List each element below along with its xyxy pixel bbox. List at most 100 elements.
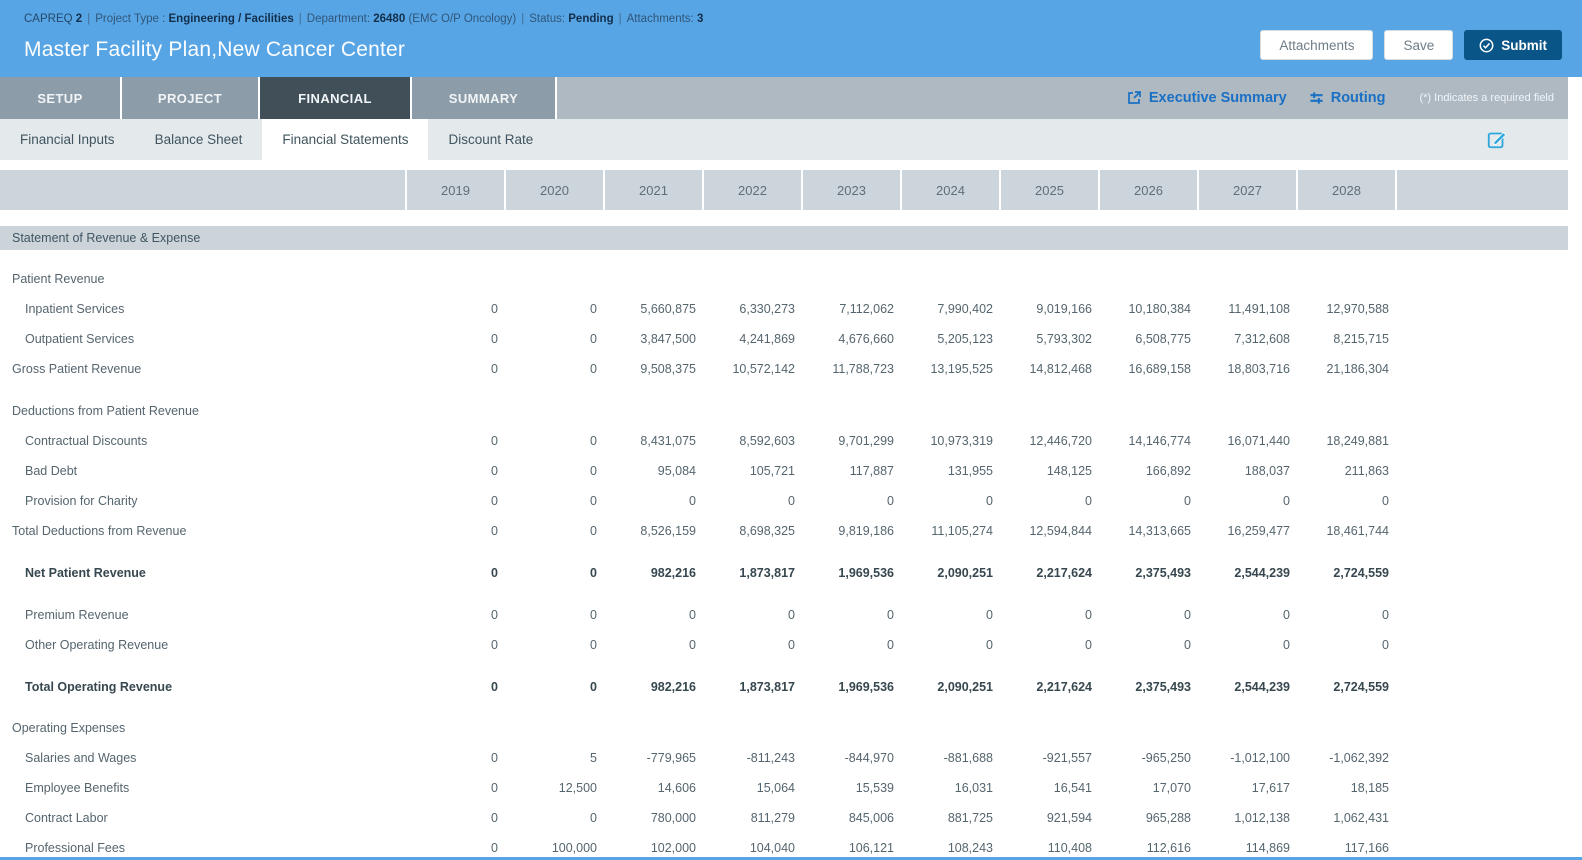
cell-2027: 188,037 bbox=[1244, 464, 1290, 478]
cell-2024: 131,955 bbox=[947, 464, 993, 478]
year-header-2028: 2028 bbox=[1296, 170, 1395, 210]
save-button[interactable]: Save bbox=[1384, 30, 1454, 60]
cell-2028: 18,185 bbox=[1350, 781, 1389, 795]
cell-2020: 0 bbox=[590, 680, 597, 694]
table-row: Outpatient Services 0 0 3,847,500 4,241,869 4… bbox=[0, 324, 1568, 354]
cell-2028: 0 bbox=[1382, 608, 1389, 622]
cell-2021: 14,606 bbox=[657, 781, 696, 795]
cell-2023: 0 bbox=[887, 638, 894, 652]
required-field-note: (*) Indicates a required field bbox=[1419, 92, 1554, 104]
subtab-financial-statements[interactable]: Financial Statements bbox=[262, 119, 429, 160]
cell-2023: -844,970 bbox=[844, 751, 894, 765]
row-label: Gross Patient Revenue bbox=[12, 362, 142, 376]
cell-2022: -811,243 bbox=[746, 751, 795, 765]
cell-2028: 117,166 bbox=[1344, 841, 1389, 855]
cell-2019: 0 bbox=[491, 566, 498, 580]
executive-summary-label: Executive Summary bbox=[1148, 90, 1287, 106]
statement-rows: Patient Revenue Inpatient Services 0 0 5,660… bbox=[0, 264, 1568, 860]
executive-summary-link[interactable]: Executive Summary bbox=[1126, 90, 1287, 106]
submit-button[interactable]: Submit bbox=[1464, 30, 1562, 60]
row-spacer bbox=[0, 702, 1568, 713]
cell-2027: 7,312,608 bbox=[1234, 332, 1290, 346]
cell-2028: 8,215,715 bbox=[1333, 332, 1389, 346]
cell-2019: 0 bbox=[491, 680, 498, 694]
cell-2024: 0 bbox=[986, 494, 993, 508]
table-row: Net Patient Revenue 0 0 982,216 1,873,817 1,9… bbox=[0, 558, 1568, 588]
subtab-balance-sheet[interactable]: Balance Sheet bbox=[154, 132, 243, 147]
cell-2024: 2,090,251 bbox=[937, 680, 993, 694]
table-row: Total Deductions from Revenue 0 0 8,526,159… bbox=[0, 516, 1568, 546]
routing-icon bbox=[1310, 92, 1323, 104]
cell-2022: 0 bbox=[788, 494, 795, 508]
cell-2027: 114,869 bbox=[1245, 841, 1290, 855]
year-header-2020: 2020 bbox=[504, 170, 603, 210]
cell-2024: 108,243 bbox=[947, 841, 993, 855]
cell-2028: 2,724,559 bbox=[1333, 680, 1389, 694]
cell-2027: 2,544,239 bbox=[1234, 566, 1290, 580]
cell-2027: 17,617 bbox=[1251, 781, 1290, 795]
page-title: Master Facility Plan,New Cancer Center bbox=[24, 38, 406, 61]
edit-button[interactable] bbox=[1486, 127, 1508, 156]
cell-2025: 2,217,624 bbox=[1036, 566, 1092, 580]
external-link-icon bbox=[1128, 91, 1141, 104]
cell-2023: 1,969,536 bbox=[838, 680, 894, 694]
cell-2021: 780,000 bbox=[650, 811, 696, 825]
tab-project[interactable]: PROJECT bbox=[122, 77, 260, 119]
section-title: Statement of Revenue & Expense bbox=[12, 231, 201, 245]
year-header-filler-cell bbox=[1395, 170, 1568, 210]
subtab-bar: Financial Inputs Balance Sheet Financial S… bbox=[0, 119, 1568, 160]
subtab-financial-inputs[interactable]: Financial Inputs bbox=[20, 132, 115, 147]
tab-setup[interactable]: SETUP bbox=[0, 77, 122, 119]
tab-bar-tabs: SETUP PROJECT FINANCIAL SUMMARY bbox=[0, 77, 557, 119]
cell-2022: 1,873,817 bbox=[739, 680, 795, 694]
cell-2021: -779,965 bbox=[646, 751, 696, 765]
cell-2026: 14,146,774 bbox=[1128, 434, 1191, 448]
year-header-2021: 2021 bbox=[603, 170, 702, 210]
row-spacer bbox=[0, 546, 1568, 558]
cell-2022: 1,873,817 bbox=[739, 566, 795, 580]
cell-2025: 148,125 bbox=[1046, 464, 1092, 478]
check-circle-icon bbox=[1479, 38, 1494, 52]
row-label: Premium Revenue bbox=[25, 608, 129, 622]
cell-2025: 16,541 bbox=[1053, 781, 1092, 795]
cell-2020: 0 bbox=[590, 434, 597, 448]
cell-2022: 0 bbox=[788, 608, 795, 622]
row-label: Total Operating Revenue bbox=[25, 680, 173, 694]
cell-2022: 811,279 bbox=[750, 811, 795, 825]
attachments-button[interactable]: Attachments bbox=[1260, 30, 1374, 60]
cell-2019: 0 bbox=[491, 362, 498, 376]
table-row: Deductions from Patient Revenue bbox=[0, 396, 1568, 426]
row-label: Provision for Charity bbox=[25, 494, 138, 508]
cell-2028: 2,724,559 bbox=[1333, 566, 1389, 580]
cell-2021: 982,216 bbox=[650, 680, 696, 694]
cell-2024: -881,688 bbox=[943, 751, 993, 765]
subtab-discount-rate[interactable]: Discount Rate bbox=[448, 132, 534, 147]
cell-2021: 982,216 bbox=[650, 566, 696, 580]
cell-2025: 12,446,720 bbox=[1029, 434, 1092, 448]
cell-2023: 15,539 bbox=[855, 781, 894, 795]
cell-2028: -1,062,392 bbox=[1329, 751, 1389, 765]
cell-2023: 106,121 bbox=[848, 841, 894, 855]
cell-2025: 14,812,468 bbox=[1029, 362, 1092, 376]
tab-financial[interactable]: FINANCIAL bbox=[260, 77, 412, 119]
cell-2023: 9,819,186 bbox=[838, 524, 894, 538]
table-row: Contract Labor 0 0 780,000 811,279 845,006 881… bbox=[0, 803, 1568, 833]
cell-2023: 1,969,536 bbox=[838, 566, 894, 580]
cell-2025: 5,793,302 bbox=[1036, 332, 1092, 346]
subtabs: Financial Inputs Balance Sheet Financial S… bbox=[0, 119, 553, 160]
routing-link[interactable]: Routing bbox=[1309, 90, 1385, 106]
cell-2019: 0 bbox=[491, 332, 498, 346]
tab-summary[interactable]: SUMMARY bbox=[412, 77, 557, 119]
cell-2026: 0 bbox=[1184, 608, 1191, 622]
cell-2022: 15,064 bbox=[756, 781, 795, 795]
row-spacer bbox=[0, 588, 1568, 600]
cell-2020: 0 bbox=[590, 524, 597, 538]
cell-2021: 9,508,375 bbox=[640, 362, 696, 376]
cell-2019: 0 bbox=[491, 781, 498, 795]
tab-bar-right: Executive Summary Routing (*) Indicates … bbox=[1126, 77, 1568, 119]
cell-2023: 0 bbox=[887, 494, 894, 508]
main-tab-bar: SETUP PROJECT FINANCIAL SUMMARY Executive S… bbox=[0, 77, 1568, 119]
cell-2021: 0 bbox=[689, 638, 696, 652]
cell-2020: 5 bbox=[590, 751, 597, 765]
cell-2024: 2,090,251 bbox=[937, 566, 993, 580]
